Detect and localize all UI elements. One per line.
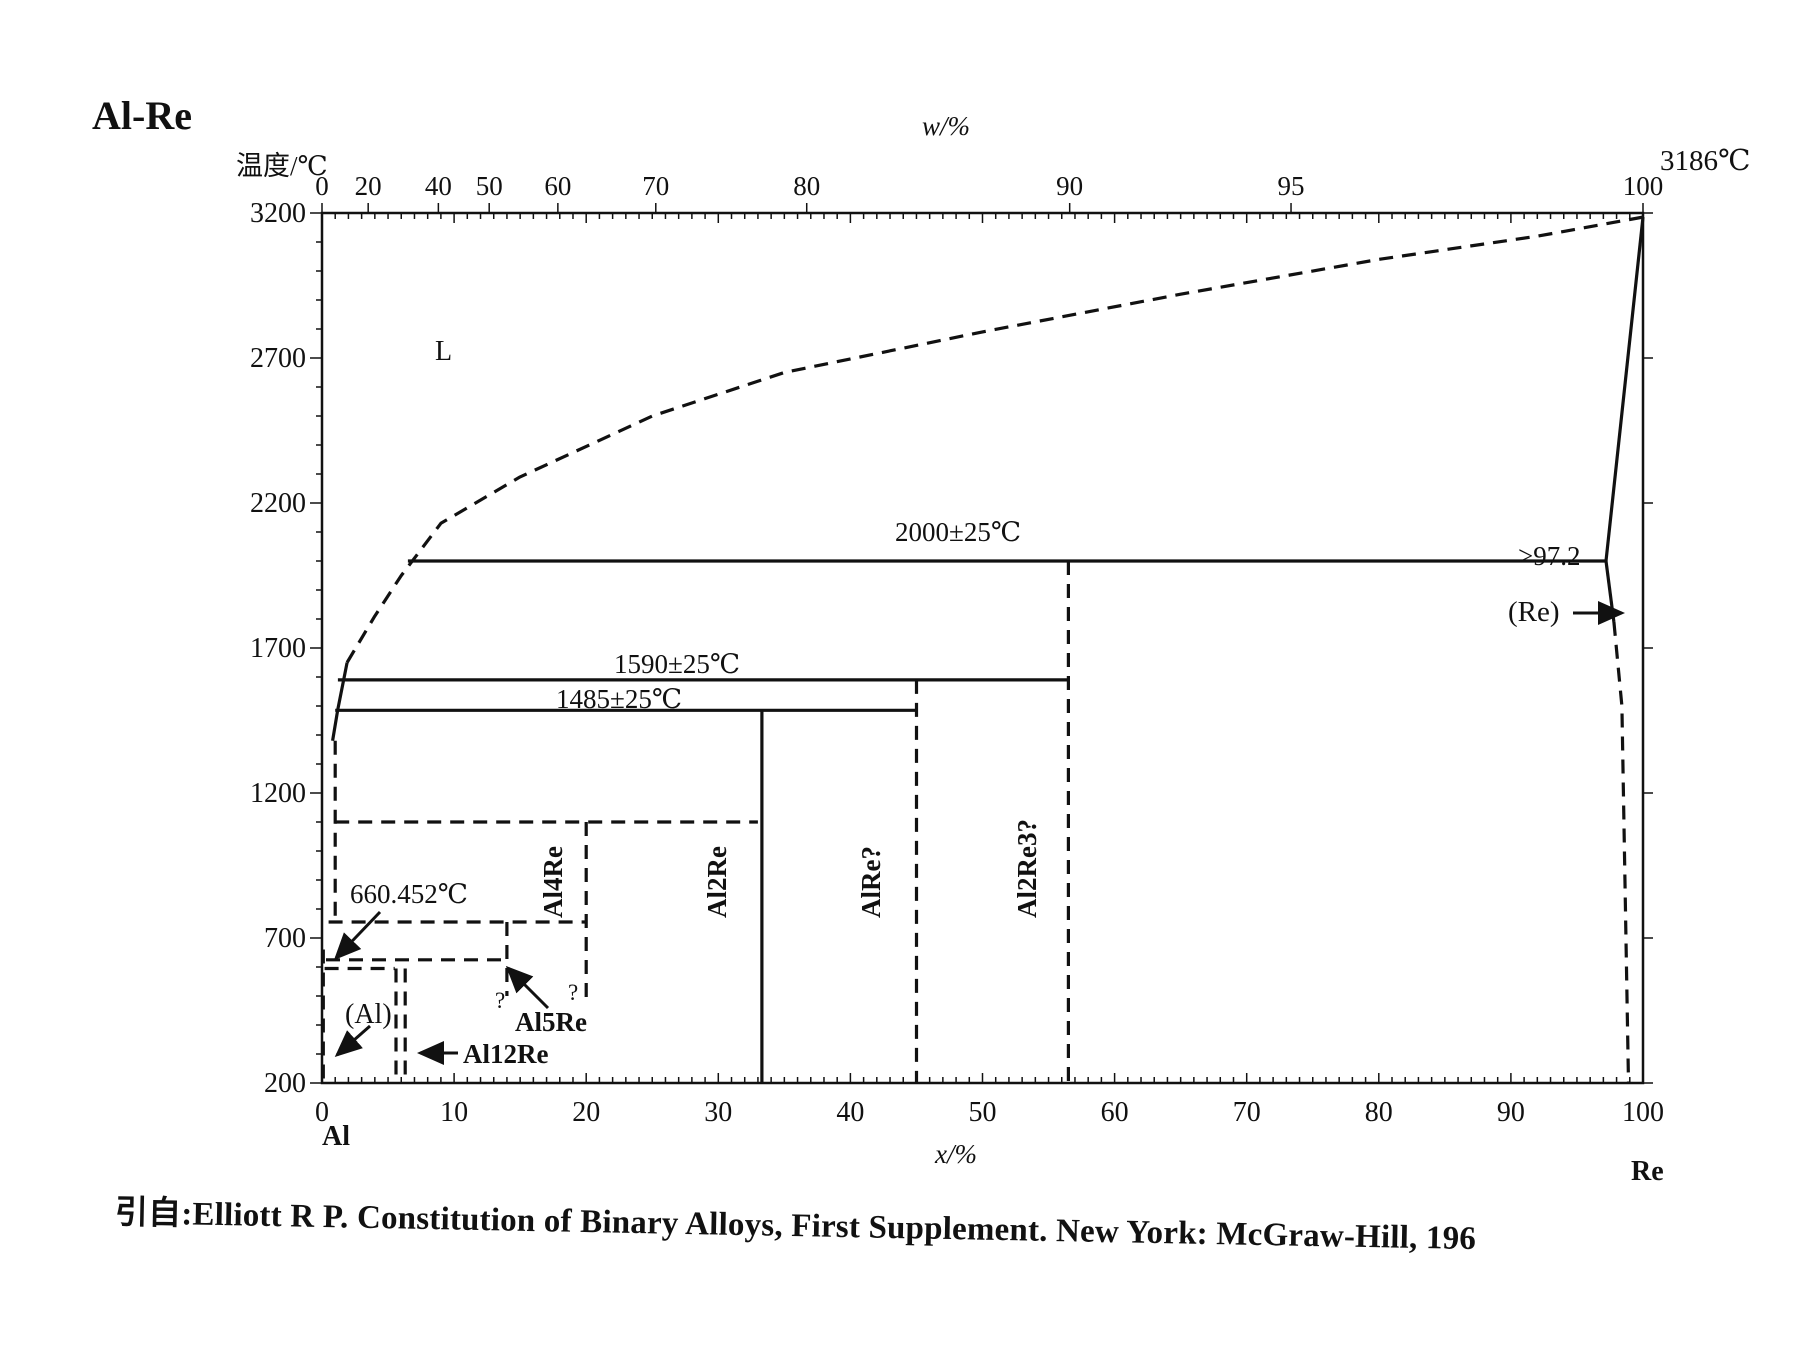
y-tick-label: 1700 [250,633,306,664]
y-tick-label: 2700 [250,343,306,374]
x-tick-label: 80 [1365,1097,1393,1128]
x-tick-label: 10 [440,1097,468,1128]
top-tick-label: 90 [1056,171,1083,201]
phase-label-re: (Re) [1508,596,1560,628]
x-tick-label: 50 [969,1097,997,1128]
phase-boundary-6 [1604,216,1645,562]
y-tick-label: 700 [264,923,306,954]
arrow-al-melting [333,910,382,961]
phase-label-al: (Al) [345,999,392,1030]
top-tick-label: 100 [1623,171,1664,201]
top-tick-label: 40 [425,171,452,201]
y-tick-label: 200 [264,1068,306,1099]
annotation-al-melting: 660.452℃ [350,879,468,909]
arrow-al5re [505,965,550,1010]
phase-boundary-1 [345,215,1644,664]
x-tick-label: 90 [1497,1097,1525,1128]
annotation-question-1: ? [495,988,505,1013]
x-tick-label: 30 [704,1097,732,1128]
phase-label-al4re: Al4Re [538,846,568,918]
plot-border [320,211,1645,1085]
x-tick-label: 100 [1622,1097,1664,1128]
axis-ticks: 0 10 20 30 40 50 60 70 80 90 100 0 20 40 50 60 70 80 90 95 1… [250,171,1664,1128]
x-axis-label: x/% [934,1139,977,1169]
top-tick-label: 20 [355,171,382,201]
top-tick-label: 60 [544,171,571,201]
top-tick-label: 50 [476,171,503,201]
annotation-re-solubility: >97.2 [1518,541,1580,571]
annotation-peritectic-1590: 1590±25℃ [614,649,740,679]
phase-label-al2re3: Al2Re3? [1012,819,1042,918]
top-axis-label: w/% [922,111,970,141]
x-tick-label: 0 [315,1097,329,1128]
annotation-question-2: ? [568,980,578,1005]
phase-label-al5re: Al5Re [515,1007,587,1037]
annotation-peritectic-1485: 1485±25℃ [556,684,682,714]
x-tick-label: 70 [1233,1097,1261,1128]
y-axis-label: 温度/℃ [236,151,328,181]
element-right-label: Re [1631,1156,1664,1187]
phase-boundary-8 [1612,621,1631,1084]
plot-frame [320,211,1645,1085]
y-tick-label: 2200 [250,488,306,519]
annotation-re-melting: 3186℃ [1660,145,1750,177]
phase-label-alre: AlRe? [856,846,886,918]
top-tick-label: 80 [793,171,820,201]
y-tick-label: 3200 [250,198,306,229]
top-tick-label: 70 [642,171,669,201]
top-tick-label: 0 [315,171,329,201]
phase-boundaries [321,215,1645,1084]
phase-boundary-2 [331,662,349,742]
top-tick-label: 95 [1278,171,1305,201]
phase-label-al2re: Al2Re [702,846,732,918]
arrow-al-solid-solution [334,1024,371,1057]
x-tick-label: 40 [836,1097,864,1128]
annotation-peritectic-2000: 2000±25℃ [895,517,1021,547]
element-left-label: Al [322,1121,350,1152]
phase-label-al12re: Al12Re [463,1039,548,1069]
x-tick-label: 60 [1101,1097,1129,1128]
y-tick-label: 1200 [250,778,306,809]
chart-title: Al-Re [92,93,192,138]
phase-label-liquid: L [435,336,452,367]
x-tick-label: 20 [572,1097,600,1128]
